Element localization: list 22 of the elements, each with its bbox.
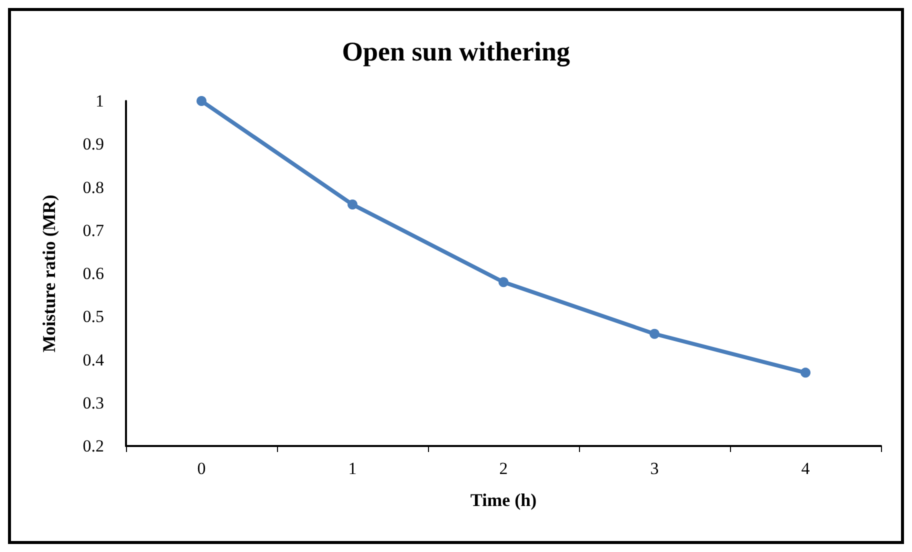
x-tick-label: 2 [499,459,508,478]
y-tick-label: 0.3 [82,393,104,412]
point [498,277,508,288]
y-tick-label: 0.5 [82,307,104,326]
y-tick-label: 0.7 [82,220,104,240]
x-tick-label: 1 [348,459,357,478]
y-axis-title: Moisture ratio (MR) [39,194,59,352]
point [800,368,810,378]
y-tick-label: 0.8 [82,178,104,197]
y-tick-label: 1 [96,92,104,110]
y-tick-label: 0.4 [82,350,104,370]
x-tick-label: 4 [801,459,810,478]
y-tick-label: 0.2 [82,436,104,456]
point [196,96,206,106]
x-tick-label: 0 [197,459,206,478]
y-tick-label: 0.6 [82,264,104,283]
x-axis-title: Time (h) [470,490,537,510]
chart-title: Open sun withering [342,36,571,66]
x-tick-label: 3 [650,459,659,478]
y-tick-label: 0.9 [82,134,104,154]
point [650,328,660,339]
point [348,200,358,210]
